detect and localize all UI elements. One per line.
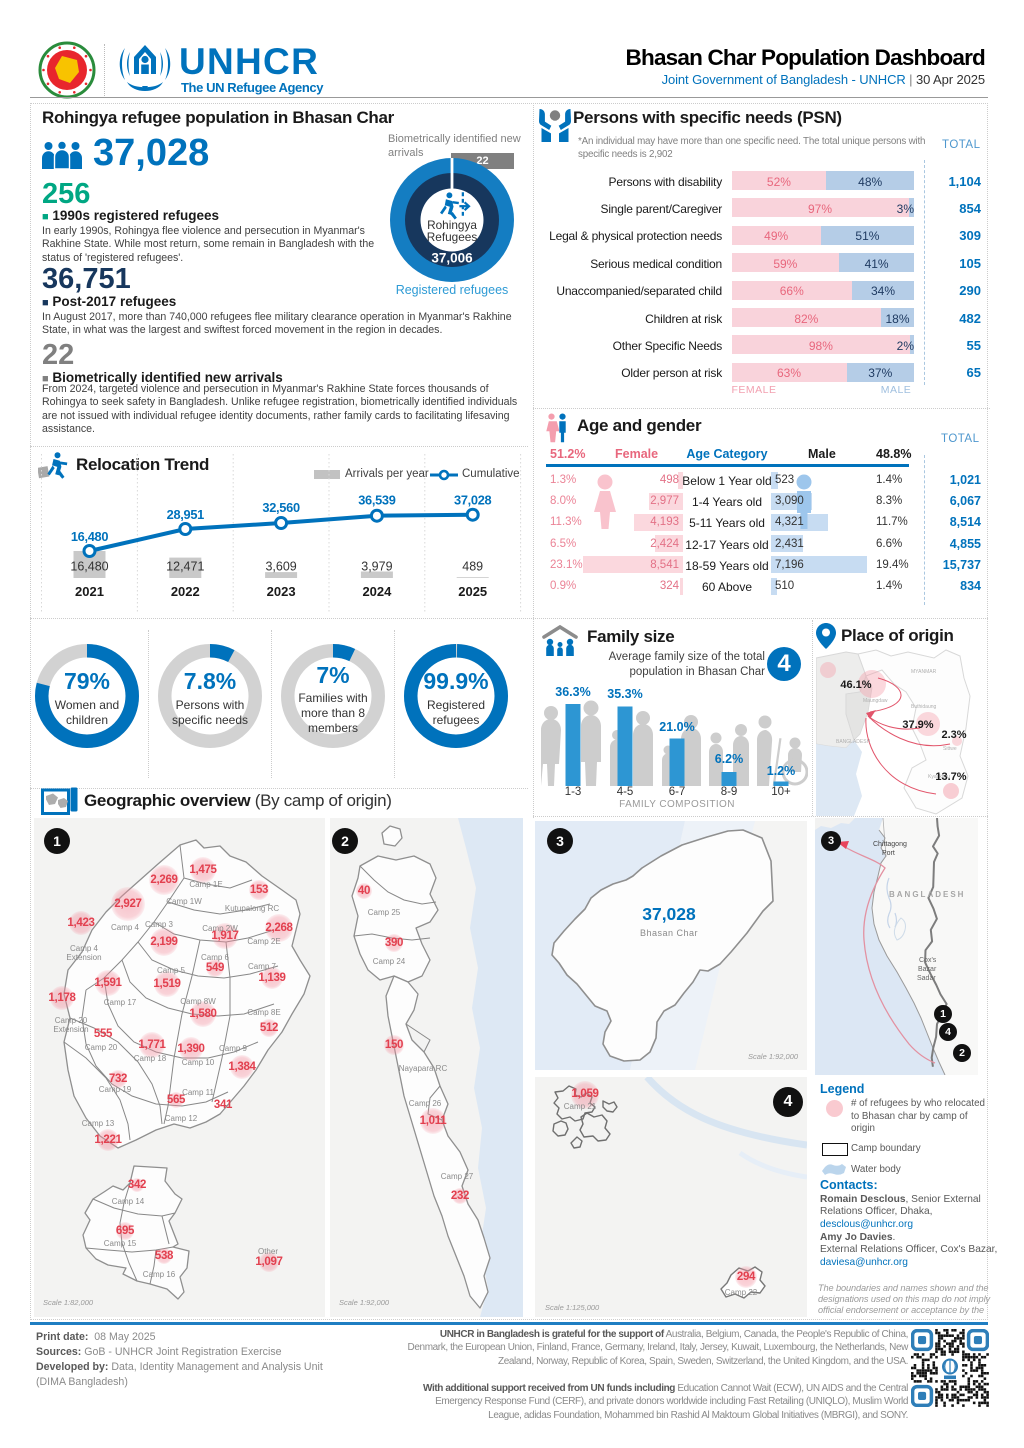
svg-text:28,951: 28,951 (167, 507, 205, 522)
svg-text:BANGLADESH: BANGLADESH (836, 739, 871, 745)
svg-text:13.7%: 13.7% (935, 771, 966, 783)
svg-text:37.9%: 37.9% (902, 719, 933, 731)
svg-text:46.1%: 46.1% (840, 679, 871, 691)
svg-text:2024: 2024 (362, 584, 392, 599)
svg-text:Port: Port (882, 850, 895, 857)
svg-text:Maungdaw: Maungdaw (863, 698, 888, 704)
svg-text:3,979: 3,979 (361, 560, 392, 574)
svg-text:36.3%: 36.3% (555, 685, 590, 699)
svg-text:16,480: 16,480 (71, 529, 109, 544)
svg-text:Sittwe: Sittwe (943, 746, 957, 752)
svg-text:2025: 2025 (458, 584, 487, 599)
svg-text:2022: 2022 (171, 584, 200, 599)
svg-text:16,480: 16,480 (70, 560, 108, 574)
svg-text:21.0%: 21.0% (659, 720, 694, 734)
svg-text:36,539: 36,539 (358, 493, 396, 508)
svg-text:BANGLADESH: BANGLADESH (889, 890, 965, 899)
svg-text:35.3%: 35.3% (607, 687, 642, 701)
svg-text:2.3%: 2.3% (941, 729, 966, 741)
svg-text:Cox's: Cox's (919, 957, 937, 964)
svg-text:Bazar: Bazar (918, 966, 937, 973)
svg-text:Chittagong: Chittagong (873, 841, 907, 848)
svg-text:37,006: 37,006 (431, 251, 473, 266)
svg-text:2023: 2023 (267, 584, 296, 599)
svg-text:3,609: 3,609 (265, 560, 296, 574)
svg-text:2021: 2021 (75, 584, 104, 599)
svg-text:6.2%: 6.2% (715, 752, 744, 766)
svg-text:MYANMAR: MYANMAR (911, 669, 937, 675)
svg-text:Sadar: Sadar (917, 975, 936, 982)
svg-text:Buthidaung: Buthidaung (911, 704, 937, 710)
svg-text:489: 489 (462, 560, 483, 574)
svg-text:37,028: 37,028 (454, 493, 492, 508)
svg-text:32,560: 32,560 (262, 500, 300, 515)
svg-text:Kyaukpyu: Kyaukpyu (928, 774, 950, 780)
svg-text:1.2%: 1.2% (767, 764, 796, 778)
svg-text:12,471: 12,471 (166, 560, 204, 574)
